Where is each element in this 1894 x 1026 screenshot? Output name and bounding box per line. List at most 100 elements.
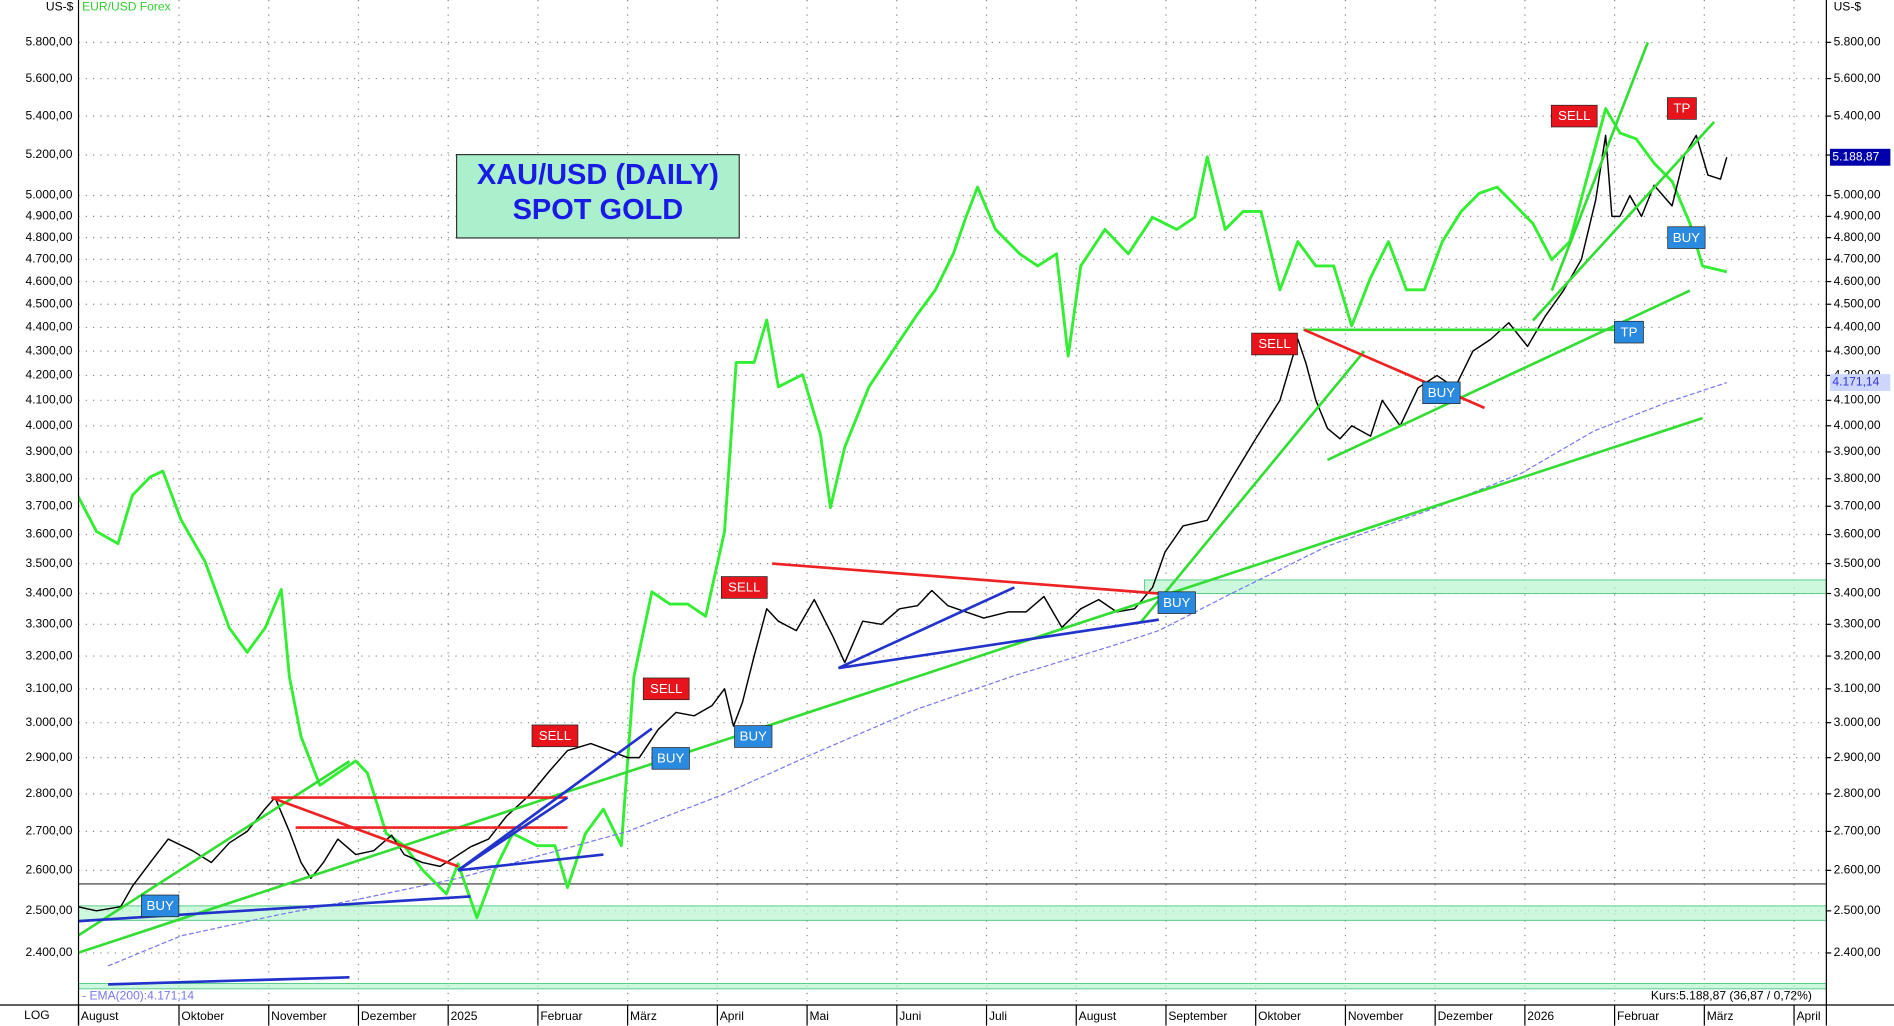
x-tick-label: August [81,1009,119,1023]
signal-label: SELL [650,681,682,696]
y-tick-label: 3.500,00 [26,556,73,570]
y-tick-label-right: 2.600,00 [1834,863,1881,877]
trendline [771,562,1159,595]
y-tick-label: 4.700,00 [26,252,73,266]
y-tick-label-right: 2.800,00 [1834,786,1881,800]
y-tick-label-right: 3.400,00 [1834,586,1881,600]
price-tag-label: 4.171,14 [1832,375,1879,389]
signal-label: BUY [740,729,767,744]
y-tick-label: 2.400,00 [26,945,73,959]
price-line [78,134,1728,912]
signal-label: BUY [147,898,174,913]
y-tick-label-right: 4.900,00 [1834,209,1881,223]
trendline [838,618,1160,670]
signal-box [141,894,180,918]
y-unit-left: US-$ [46,0,74,13]
signal-label: BUY [1428,385,1455,400]
x-tick-label: Dezember [361,1009,417,1023]
x-tick-label: November [271,1009,327,1023]
support-zone [78,983,1827,990]
trendline [1550,41,1650,292]
trendline [457,796,569,872]
trendline [457,853,604,872]
y-tick-label-right: 5.000,00 [1834,188,1881,202]
y-tick-label-right: 4.800,00 [1834,230,1881,244]
y-tick-label: 4.900,00 [26,209,73,223]
signal-box [1550,104,1598,128]
y-tick-label-right: 2.900,00 [1834,750,1881,764]
y-tick-label-right: 3.600,00 [1834,527,1881,541]
x-tick-label: Oktober [181,1009,224,1023]
signal-box [1667,97,1697,120]
price-tag-label: 5.188,87 [1832,149,1879,163]
signal-label: BUY [1163,595,1190,610]
y-tick-label: 2.500,00 [26,903,73,917]
signal-label: TP [1673,101,1690,116]
y-tick-label-right: 3.300,00 [1834,617,1881,631]
y-tick-label: 4.800,00 [26,230,73,244]
y-tick-label: 3.900,00 [26,444,73,458]
y-tick-label: 2.900,00 [26,750,73,764]
y-tick-label-right: 3.200,00 [1834,648,1881,662]
eurusd-line [78,107,1728,920]
chart-title: XAU/USD (DAILY) [477,159,719,191]
y-tick-label-right: 5.800,00 [1834,35,1881,49]
trendline [457,727,653,872]
x-tick-label: Februar [540,1009,582,1023]
y-tick-label-right: 4.000,00 [1834,418,1881,432]
y-tick-label-right: 3.500,00 [1834,556,1881,570]
x-tick-label: April [1796,1009,1820,1023]
y-tick-label: 3.600,00 [26,527,73,541]
y-tick-label: 3.300,00 [26,617,73,631]
y-tick-label: 3.800,00 [26,471,73,485]
signal-box [1614,320,1644,344]
legend-eurusd: EUR/USD Forex [82,0,170,13]
x-tick-label: 2025 [451,1009,478,1023]
quote: Kurs:5.188,87 (36,87 / 0,72%) [1651,989,1812,1003]
y-tick-label-right: 2.500,00 [1834,903,1881,917]
signal-label: SELL [1558,108,1590,123]
trendline [78,416,1703,955]
signal-box [734,725,773,748]
y-tick-label: 4.000,00 [26,418,73,432]
zone-layer [78,579,1827,990]
y-tick-label-right: 5.400,00 [1834,108,1881,122]
x-tick-label: Februar [1617,1009,1659,1023]
y-tick-label: 3.200,00 [26,648,73,662]
y-tick-label-right: 5.600,00 [1834,71,1881,85]
x-tick-label: Mai [809,1009,828,1023]
y-tick-label: 2.700,00 [26,824,73,838]
y-tick-label: 4.400,00 [26,320,73,334]
signal-label: SELL [728,580,760,595]
legend-ema: - EMA(200):4.171,14 [82,989,194,1003]
y-tick-label: 4.300,00 [26,343,73,357]
trendline [78,760,351,937]
signal-label: BUY [1673,230,1700,245]
x-tick-label: Oktober [1258,1009,1301,1023]
x-tick-label: August [1079,1009,1117,1023]
y-tick-label-right: 3.100,00 [1834,681,1881,695]
support-zone [1143,579,1827,594]
y-tick-label: 5.800,00 [26,35,73,49]
title-box [455,154,740,239]
trendline [270,796,459,868]
trendline [108,975,350,986]
signal-label: SELL [539,728,571,743]
x-tick-label: November [1348,1009,1404,1023]
chart-subtitle: SPOT GOLD [513,194,684,226]
price-tag [1829,148,1891,166]
y-tick-label: 5.600,00 [26,71,73,85]
y-tick-label: 3.700,00 [26,498,73,512]
signal-box [1422,381,1461,405]
y-tick-label-right: 3.700,00 [1834,498,1881,512]
signal-label: BUY [657,750,684,765]
y-tick-label-right: 2.400,00 [1834,945,1881,959]
log-label: LOG [24,1008,49,1022]
x-tick-label: März [630,1009,657,1023]
y-tick-label-right: 4.300,00 [1834,343,1881,357]
x-tick-label: September [1168,1009,1227,1023]
x-tick-label: April [720,1009,744,1023]
trendline [1326,289,1691,462]
label-layer: 2.400,00 2.400,00 2.500,00 2.500,00 2.600,00… [26,35,1891,1023]
